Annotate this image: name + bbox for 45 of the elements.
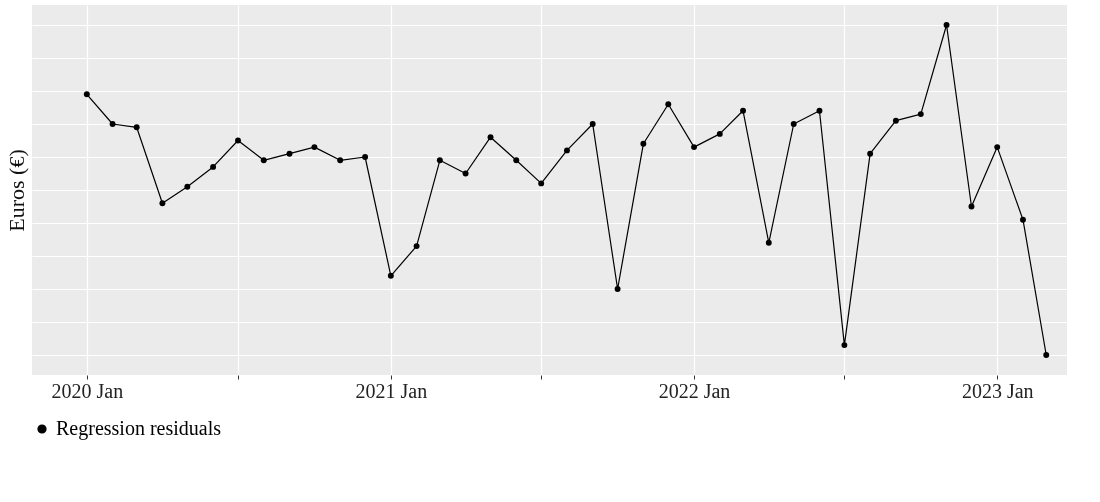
point [436,157,443,164]
x-tick-label: 2021 Jan [355,379,428,402]
point [614,286,621,292]
point [816,107,823,114]
point [462,170,469,177]
point [538,180,545,187]
x-tick-label: 2020 Jan [51,379,124,402]
point [184,183,191,190]
point [892,117,899,124]
y-axis-title: Euros (€) [3,149,29,232]
point [413,243,420,250]
point [311,144,318,151]
point [790,121,797,127]
point [968,203,975,210]
point [159,200,166,207]
point [917,111,924,118]
x-tick-label: 2022 Jan [658,379,731,402]
point [665,101,672,108]
point [994,144,1001,151]
point [109,121,116,127]
point [640,140,647,147]
point [487,134,494,141]
point [943,22,950,28]
point [867,150,874,157]
legend-label: Regression residuals [56,417,222,440]
point [387,272,394,279]
point [513,157,520,164]
point [235,137,241,144]
point [337,157,344,164]
point [133,124,140,131]
point [1020,216,1026,223]
point [83,91,90,98]
point [740,107,746,114]
point [1043,352,1050,358]
point [286,150,293,157]
x-tick-label: 2023 Jan [961,379,1034,402]
point [589,121,596,127]
point [362,154,369,160]
point [691,144,697,151]
point [841,342,848,349]
point [563,147,570,154]
point [765,239,772,246]
point [210,163,217,170]
point [260,157,267,164]
point [716,130,723,137]
